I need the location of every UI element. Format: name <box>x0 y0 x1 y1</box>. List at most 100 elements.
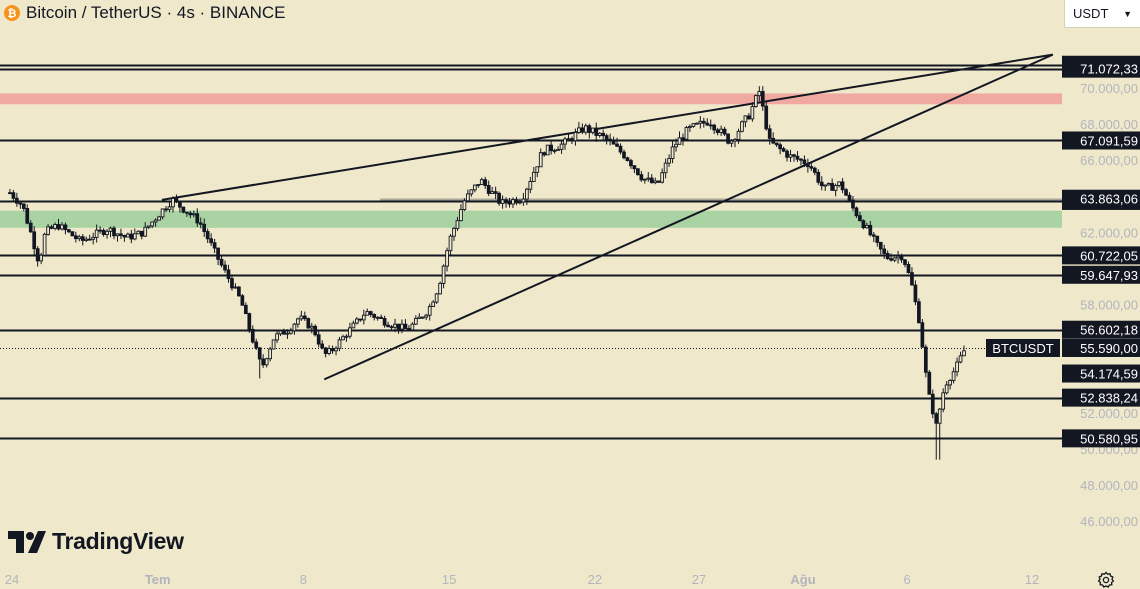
candle-body-up <box>698 120 703 124</box>
tradingview-logo[interactable]: TradingView <box>8 528 184 555</box>
candle-body-up <box>684 127 689 140</box>
candle-body-up <box>424 314 429 318</box>
candle-body-down <box>63 224 68 231</box>
candle-body-up <box>42 233 47 256</box>
candle <box>556 146 560 151</box>
candle <box>358 318 363 322</box>
candle <box>785 149 789 162</box>
candle <box>740 120 744 133</box>
candle-body-down <box>764 105 769 130</box>
candle-body-down <box>56 224 61 230</box>
candle <box>580 123 585 135</box>
candle-body-down <box>629 160 633 167</box>
candle <box>771 132 776 145</box>
candle-body-up <box>452 227 456 237</box>
candle <box>188 210 193 219</box>
candle <box>216 247 220 266</box>
candle-body-down <box>15 197 19 204</box>
candle <box>139 230 144 240</box>
candle <box>243 302 248 315</box>
chart-header[interactable]: ₿ Bitcoin / TetherUS · 4s · BINANCE <box>4 3 290 23</box>
candle <box>379 314 383 319</box>
candle-body-down <box>615 143 619 147</box>
candle <box>296 317 300 328</box>
candle <box>413 315 418 325</box>
candle <box>119 228 123 239</box>
candle-body-up <box>94 229 99 238</box>
horizontal-levels <box>0 64 1062 440</box>
candle <box>320 340 325 350</box>
candle <box>552 148 557 154</box>
currency-selector[interactable]: USDT ▼ <box>1064 0 1140 28</box>
candle <box>826 182 831 186</box>
candle <box>833 183 838 197</box>
candle-body-up <box>663 162 668 174</box>
candle <box>518 198 522 205</box>
symbol-tag-bg <box>986 338 1060 357</box>
candle <box>21 203 26 212</box>
candle <box>313 324 318 337</box>
candle <box>441 264 446 289</box>
symbol-title[interactable]: Bitcoin / TetherUS · 4s · BINANCE <box>26 3 286 22</box>
candle <box>535 166 540 178</box>
candle <box>875 235 880 247</box>
time-tick-label: 15 <box>442 572 456 587</box>
candle <box>611 136 616 145</box>
candle-body-up <box>667 158 671 164</box>
candle-body-up <box>410 323 415 331</box>
candle <box>601 129 606 141</box>
candle-body-down <box>913 284 918 303</box>
candle-body-up <box>525 188 529 200</box>
candle <box>663 158 668 179</box>
candle-body-down <box>878 241 883 250</box>
candle-body-down <box>67 229 71 233</box>
candle <box>455 216 460 232</box>
candle <box>837 181 841 188</box>
price-tick-label: 48.000,00 <box>1080 478 1138 493</box>
candle-body-down <box>899 255 904 261</box>
candle <box>153 218 158 227</box>
candle <box>11 189 16 202</box>
candle-body-up <box>753 95 758 107</box>
settings-gear-icon[interactable] <box>1097 571 1115 589</box>
level-label-bg <box>1062 388 1140 407</box>
candle-body-up <box>837 181 841 186</box>
candle-body-up <box>153 219 158 223</box>
candle <box>941 388 946 413</box>
candle <box>365 308 370 316</box>
candle-body-up <box>563 138 567 145</box>
candle-body-down <box>806 163 810 168</box>
candle-body-down <box>188 212 193 216</box>
candle <box>275 331 279 343</box>
candle-body-up <box>53 224 57 229</box>
candle <box>684 125 689 140</box>
candle-body-up <box>448 235 453 252</box>
candle <box>344 334 349 342</box>
candle <box>719 125 723 136</box>
candle-body-down <box>747 115 751 120</box>
candle <box>917 298 921 324</box>
candle <box>53 222 57 231</box>
candle-body-down <box>302 315 307 320</box>
candle-body-down <box>854 207 859 217</box>
candle-body-down <box>917 301 921 324</box>
candle <box>247 312 252 334</box>
candle <box>67 228 71 234</box>
candle-body-down <box>570 138 574 142</box>
candle <box>903 258 907 268</box>
candle-body-up <box>375 316 380 319</box>
candle <box>646 172 651 182</box>
candle <box>636 168 640 176</box>
candle <box>396 323 401 334</box>
candle-body-up <box>132 233 137 240</box>
candle <box>39 252 43 265</box>
candle-body-down <box>306 318 311 329</box>
candle-body-down <box>542 152 547 156</box>
candle <box>101 228 106 237</box>
candle-body-up <box>309 325 314 329</box>
candle-body-up <box>535 166 540 173</box>
candle <box>250 325 255 344</box>
candle-body-down <box>212 242 217 249</box>
candle-body-up <box>417 316 422 319</box>
